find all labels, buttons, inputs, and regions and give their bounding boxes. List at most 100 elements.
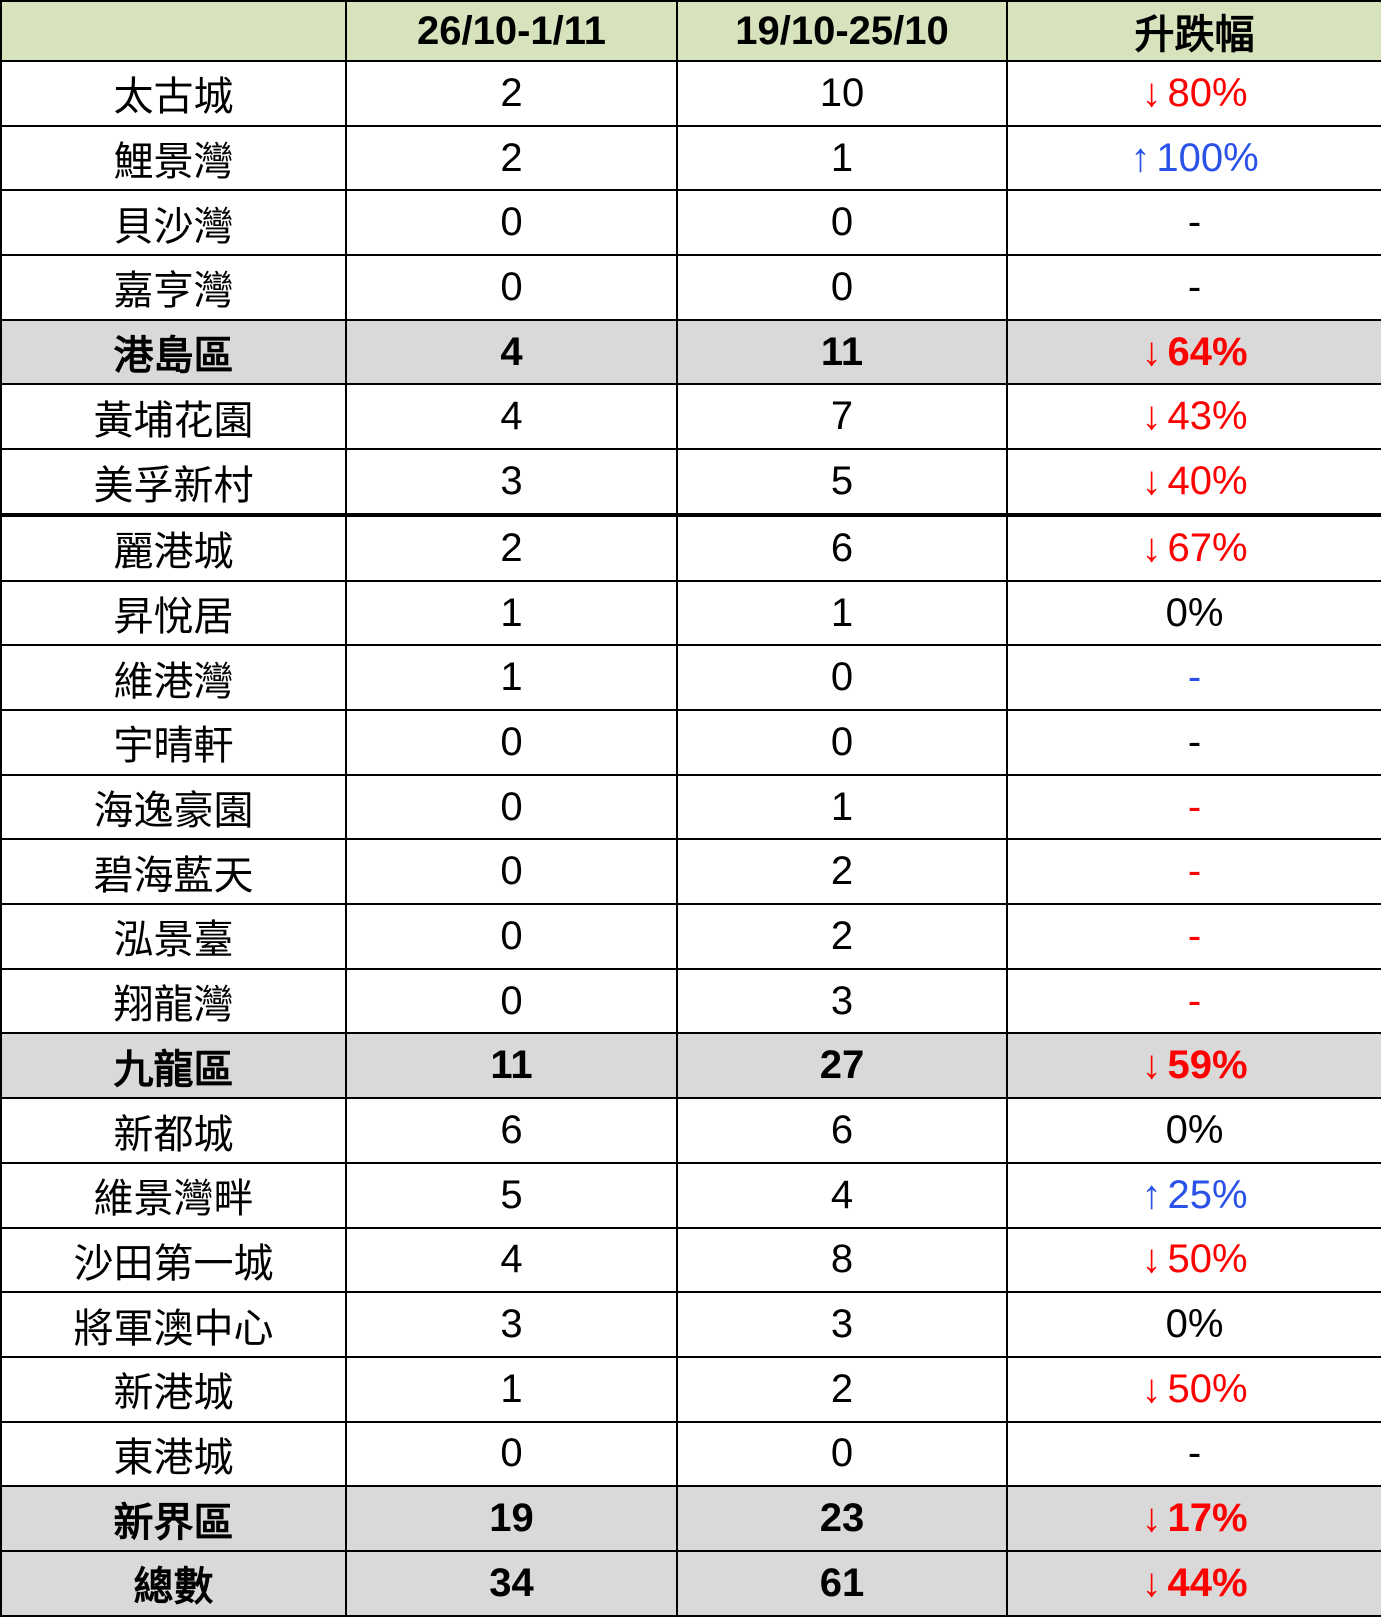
estate-name-cell: 維景灣畔 — [0, 1161, 347, 1229]
current-week-count-cell: 1 — [345, 644, 678, 712]
estate-name-cell: 港島區 — [0, 318, 347, 386]
current-week-count-cell: 3 — [345, 1291, 678, 1358]
change-value: - — [1187, 200, 1202, 245]
up-arrow-icon: ↑ — [1141, 1172, 1162, 1217]
change-value: - — [1187, 913, 1202, 958]
change-cell: - — [1006, 709, 1381, 776]
previous-week-count-cell: 3 — [676, 967, 1008, 1035]
down-arrow-icon: ↓ — [1141, 1366, 1162, 1411]
change-cell: - — [1006, 189, 1381, 257]
estate-name-cell: 美孚新村 — [0, 448, 347, 517]
current-week-count-cell: 2 — [345, 60, 678, 127]
header-change-cell: 升跌幅 — [1006, 0, 1381, 62]
current-week-count-cell: 0 — [345, 967, 678, 1035]
down-arrow-icon: ↓ — [1141, 525, 1162, 570]
change-cell: ↓ 44% — [1006, 1549, 1381, 1617]
change-value: 80% — [1167, 70, 1248, 115]
change-value: 64% — [1167, 329, 1248, 374]
change-cell: ↑ 25% — [1006, 1161, 1381, 1229]
down-arrow-icon: ↓ — [1141, 1043, 1162, 1088]
previous-week-count-cell: 3 — [676, 1291, 1008, 1358]
change-value: - — [1187, 784, 1202, 829]
change-value: - — [1187, 264, 1202, 309]
previous-week-count-cell: 2 — [676, 903, 1008, 970]
current-week-count-cell: 4 — [345, 383, 678, 451]
estate-name-cell: 昇悅居 — [0, 579, 347, 647]
change-value: 100% — [1156, 135, 1259, 180]
estate-row: 嘉亨灣 0 0- — [0, 254, 1381, 321]
previous-week-count-cell: 8 — [676, 1226, 1008, 1294]
current-week-count-cell: 11 — [345, 1032, 678, 1100]
change-value: - — [1187, 849, 1202, 894]
change-cell: ↓ 50% — [1006, 1355, 1381, 1423]
change-value: - — [1187, 1431, 1202, 1476]
estate-name-cell: 宇晴軒 — [0, 709, 347, 776]
previous-week-count-cell: 23 — [676, 1485, 1008, 1552]
previous-week-count-cell: 1 — [676, 579, 1008, 647]
current-week-count-cell: 6 — [345, 1097, 678, 1164]
current-week-count-cell: 2 — [345, 124, 678, 192]
estate-row: 黃埔花園 4 7 ↓ 43% — [0, 383, 1381, 451]
header-estate-cell — [0, 0, 347, 62]
current-week-count-cell: 34 — [345, 1549, 678, 1617]
estate-name-cell: 新都城 — [0, 1097, 347, 1164]
change-cell: 0% — [1006, 1291, 1381, 1358]
estate-row: 新都城 6 6 0% — [0, 1097, 1381, 1164]
current-week-count-cell: 1 — [345, 579, 678, 647]
change-cell: 0% — [1006, 1097, 1381, 1164]
down-arrow-icon: ↓ — [1141, 1560, 1162, 1605]
estate-row: 昇悅居 1 1 0% — [0, 579, 1381, 647]
estate-name-cell: 鯉景灣 — [0, 124, 347, 192]
change-cell: ↓ 50% — [1006, 1226, 1381, 1294]
previous-week-count-cell: 0 — [676, 1420, 1008, 1488]
estate-row: 碧海藍天 0 2 - — [0, 838, 1381, 906]
change-cell: - — [1006, 644, 1381, 712]
change-value: - — [1187, 719, 1202, 764]
current-week-count-cell: 3 — [345, 448, 678, 517]
current-week-count-cell: 0 — [345, 903, 678, 970]
change-value: 40% — [1167, 459, 1248, 503]
estate-name-cell: 貝沙灣 — [0, 189, 347, 257]
change-value: 25% — [1167, 1172, 1248, 1217]
previous-week-count-cell: 2 — [676, 838, 1008, 906]
estate-name-cell: 碧海藍天 — [0, 838, 347, 906]
change-cell: ↑ 100% — [1006, 124, 1381, 192]
estate-name-cell: 新界區 — [0, 1485, 347, 1552]
change-value: 44% — [1167, 1560, 1248, 1605]
down-arrow-icon: ↓ — [1141, 1237, 1162, 1282]
current-week-count-cell: 2 — [345, 513, 678, 582]
estate-name-cell: 太古城 — [0, 60, 347, 127]
estate-name-cell: 沙田第一城 — [0, 1226, 347, 1294]
down-arrow-icon: ↓ — [1141, 1496, 1162, 1541]
previous-week-count-cell: 1 — [676, 773, 1008, 841]
change-cell: ↓ 43% — [1006, 383, 1381, 451]
current-week-count-cell: 0 — [345, 254, 678, 321]
current-week-count-cell: 0 — [345, 838, 678, 906]
estate-name-cell: 嘉亨灣 — [0, 254, 347, 321]
change-cell: ↓ 40% — [1006, 448, 1381, 517]
estate-row: 宇晴軒 0 0- — [0, 709, 1381, 776]
previous-week-count-cell: 2 — [676, 1355, 1008, 1423]
estate-row: 麗港城 2 6 ↓ 67% — [0, 513, 1381, 582]
previous-week-count-cell: 1 — [676, 124, 1008, 192]
current-week-count-cell: 4 — [345, 1226, 678, 1294]
change-value: 50% — [1167, 1237, 1248, 1282]
estate-name-cell: 維港灣 — [0, 644, 347, 712]
estate-row: 維港灣 1 0 - — [0, 644, 1381, 712]
previous-week-count-cell: 61 — [676, 1549, 1008, 1617]
table-header-row: 26/10-1/11 19/10-25/10 升跌幅 — [0, 0, 1381, 62]
change-value: 0% — [1165, 1302, 1224, 1347]
current-week-count-cell: 0 — [345, 1420, 678, 1488]
estate-row: 沙田第一城 4 8 ↓ 50% — [0, 1226, 1381, 1294]
estate-name-cell: 總數 — [0, 1549, 347, 1617]
current-week-count-cell: 0 — [345, 189, 678, 257]
change-cell: - — [1006, 838, 1381, 906]
current-week-count-cell: 4 — [345, 318, 678, 386]
estate-row: 翔龍灣 0 3 - — [0, 967, 1381, 1035]
previous-week-count-cell: 0 — [676, 644, 1008, 712]
previous-week-count-cell: 27 — [676, 1032, 1008, 1100]
section-total-row: 港島區 4 11 ↓ 64% — [0, 318, 1381, 386]
estate-row: 維景灣畔 5 4 ↑ 25% — [0, 1161, 1381, 1229]
previous-week-count-cell: 6 — [676, 513, 1008, 582]
